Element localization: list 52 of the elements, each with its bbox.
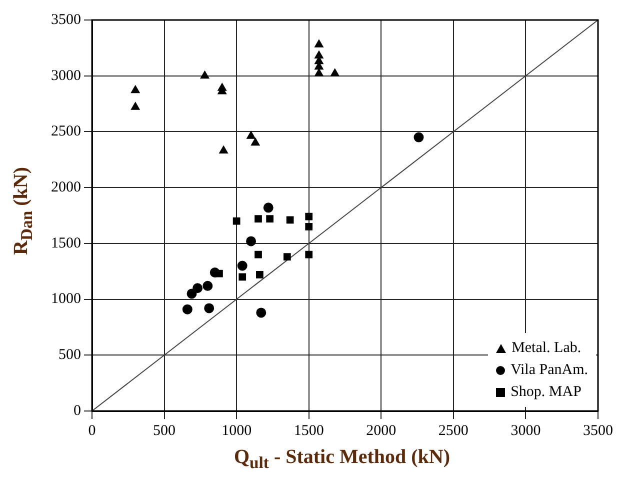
point <box>314 68 324 76</box>
point <box>182 304 192 314</box>
y-tick-label: 0 <box>74 402 81 419</box>
point <box>200 70 210 79</box>
point <box>305 250 313 258</box>
y-tick-label: 2000 <box>51 180 81 196</box>
x-tick-label: 2000 <box>366 422 396 439</box>
point <box>256 271 264 278</box>
point <box>254 250 262 258</box>
point <box>263 202 274 213</box>
point <box>414 132 424 142</box>
legend-label: Shop. MAP <box>510 384 582 400</box>
point <box>254 215 262 223</box>
point <box>286 216 294 224</box>
y-tick-label: 1500 <box>51 235 81 252</box>
y-tick-label: 500 <box>58 347 81 364</box>
point <box>192 283 203 294</box>
y-tick-label: 3000 <box>51 68 81 84</box>
point <box>232 217 240 225</box>
point <box>237 260 248 271</box>
x-tick-label: 3500 <box>583 422 613 439</box>
point <box>204 303 214 314</box>
x-tick-label: 0 <box>88 422 96 439</box>
point <box>130 102 140 110</box>
legend-label: Metal. Lab. <box>512 340 582 356</box>
point <box>186 288 197 299</box>
point <box>210 267 220 278</box>
point <box>305 222 313 230</box>
point <box>256 308 266 318</box>
point <box>238 273 246 281</box>
legend-label: Vila PanAm. <box>510 362 588 378</box>
x-tick-label: 1500 <box>294 422 324 439</box>
x-tick-label: 3000 <box>510 422 541 439</box>
x-tick-label: 500 <box>153 422 176 439</box>
point <box>246 236 256 246</box>
point <box>219 146 228 154</box>
point <box>250 138 260 146</box>
point <box>266 215 274 223</box>
x-tick-label: 2500 <box>438 422 468 439</box>
point <box>330 68 340 76</box>
x-axis-title: Q$_{ult}$ - Static Method (kN) <box>232 446 452 473</box>
y-tick-label: 1000 <box>51 291 81 308</box>
point <box>305 212 313 220</box>
point <box>246 131 256 139</box>
x-tick-label: 1000 <box>222 422 252 439</box>
point <box>283 253 291 261</box>
y-tick-label: 2500 <box>51 124 81 140</box>
y-tick-label: 3500 <box>51 12 81 28</box>
point <box>314 50 324 58</box>
point <box>130 85 140 94</box>
point <box>202 280 213 291</box>
point <box>314 40 324 48</box>
